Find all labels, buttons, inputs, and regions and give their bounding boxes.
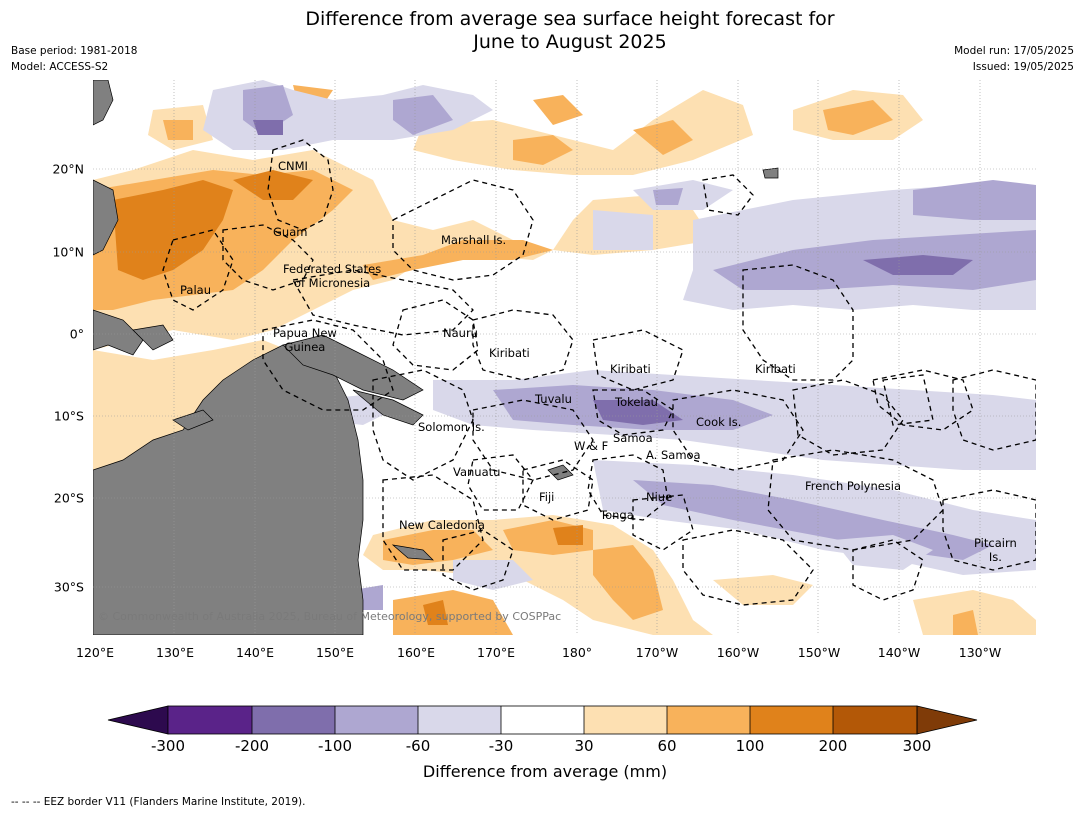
label-kiribati-central: Kiribati <box>610 362 651 376</box>
label-palau: Palau <box>180 283 211 297</box>
negative-anomaly-fills <box>203 80 1036 610</box>
lon-label: 130°W <box>958 645 1002 660</box>
label-tuvalu: Tuvalu <box>535 392 572 406</box>
fiji-landmass <box>547 464 574 481</box>
colorbar-extend-high <box>916 705 978 735</box>
philippines-landmass <box>93 179 119 256</box>
label-french-polynesia: French Polynesia <box>805 479 902 493</box>
lat-label: 10°S <box>53 408 84 424</box>
lon-label: 170°E <box>476 645 516 660</box>
lon-label: 150°E <box>315 645 355 660</box>
base-period-text: Base period: 1981-2018 <box>11 45 138 57</box>
eez-borders <box>162 139 1036 606</box>
lon-label: 180° <box>561 645 593 660</box>
label-vanuatu: Vanuatu <box>453 465 501 479</box>
header-left: Base period: 1981-2018 Model: ACCESS-S2 <box>11 43 137 75</box>
colorbar <box>107 705 978 735</box>
graticule <box>93 80 1036 635</box>
colorbar-bin <box>584 706 667 734</box>
colorbar-bin <box>501 706 584 734</box>
lon-label: 160°E <box>396 645 436 660</box>
lat-label: 10°N <box>52 244 84 260</box>
colorbar-tick: -60 <box>405 737 431 755</box>
eez-border-note: -- -- -- EEZ border V11 (Flanders Marine… <box>11 796 306 808</box>
colorbar-tick: 30 <box>574 737 594 755</box>
new-caledonia-landmass <box>391 544 434 561</box>
sulawesi-landmass <box>132 324 174 351</box>
colorbar-bin <box>418 706 501 734</box>
colorbar-tick: -100 <box>317 737 353 755</box>
issued-text: Issued: 19/05/2025 <box>972 61 1074 73</box>
label-nauru: Nauru <box>443 326 478 340</box>
sea-level-map-svg: © Commonwealth of Australia 2025, Bureau… <box>93 80 1036 635</box>
colorbar-tick: -200 <box>234 737 270 755</box>
label-guam: Guam <box>273 225 308 239</box>
model-run-text: Model run: 17/05/2025 <box>954 45 1074 57</box>
map-panel[interactable]: © Commonwealth of Australia 2025, Bureau… <box>93 80 1036 635</box>
label-tokelau: Tokelau <box>615 395 658 409</box>
colorbar-extend-low <box>107 705 169 735</box>
label-cnmi: CNMI <box>278 159 308 173</box>
label-american-samoa: A. Samoa <box>646 448 701 462</box>
lon-label: 160°W <box>716 645 760 660</box>
colorbar-tick: -30 <box>488 737 514 755</box>
colorbar-tick: 200 <box>818 737 848 755</box>
lat-label: 0° <box>69 326 84 342</box>
model-text: Model: ACCESS-S2 <box>11 61 109 73</box>
colorbar-tick: 60 <box>657 737 677 755</box>
colorbar-tick: 300 <box>902 737 932 755</box>
map-title: Difference from average sea surface heig… <box>305 8 835 53</box>
lon-label: 130°E <box>155 645 195 660</box>
label-wallis-futuna: W & F <box>574 439 609 453</box>
label-kiribati-west: Kiribati <box>489 346 530 360</box>
colorbar-bin <box>750 706 833 734</box>
copyright-text: © Commonwealth of Australia 2025, Bureau… <box>98 610 561 623</box>
lon-label: 150°W <box>797 645 841 660</box>
label-samoa: Samoa <box>613 431 653 445</box>
lat-label: 20°S <box>53 490 84 506</box>
label-pitcairn-islands: Pitcairn Is. <box>974 536 1017 564</box>
label-solomon-islands: Solomon Is. <box>418 420 485 434</box>
asia-landmass <box>93 80 114 126</box>
colorbar-label: Difference from average (mm) <box>422 762 668 781</box>
colorbar-bin <box>833 706 917 734</box>
label-fsm: Federated States of Micronesia <box>283 262 382 290</box>
lat-label: 20°N <box>52 161 84 177</box>
colorbar-bin <box>335 706 418 734</box>
colorbar-bin <box>667 706 750 734</box>
indonesia-landmass <box>93 309 144 356</box>
new-guinea-landmass <box>282 334 424 401</box>
lon-label: 170°W <box>635 645 679 660</box>
lon-label: 140°W <box>877 645 921 660</box>
lat-label: 30°S <box>53 579 84 595</box>
label-marshall-islands: Marshall Is. <box>441 233 507 247</box>
label-fiji: Fiji <box>539 490 555 504</box>
colorbar-bin <box>252 706 335 734</box>
label-tonga: Tonga <box>600 508 634 522</box>
label-niue: Niue <box>646 490 673 504</box>
label-kiribati-east: Kiribati <box>755 362 796 376</box>
hawaii-landmass <box>762 167 779 179</box>
header-right: Model run: 17/05/2025 Issued: 19/05/2025 <box>954 43 1074 75</box>
lon-label: 140°E <box>235 645 275 660</box>
timor-landmass <box>172 409 214 431</box>
colorbar-tick: 100 <box>735 737 765 755</box>
colorbar-tick: -300 <box>150 737 186 755</box>
lon-label: 120°E <box>75 645 115 660</box>
label-cook-islands: Cook Is. <box>696 415 742 429</box>
label-png: Papua New Guinea <box>273 326 337 354</box>
label-new-caledonia: New Caledonia <box>399 518 485 532</box>
colorbar-bin <box>168 706 252 734</box>
